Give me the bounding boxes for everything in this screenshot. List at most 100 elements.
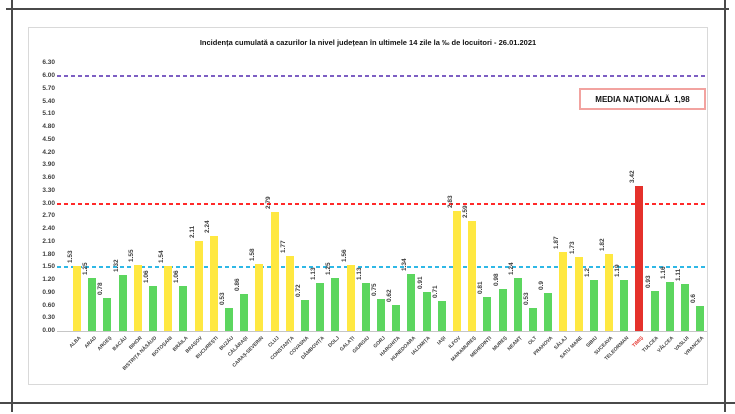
x-axis-label-BACĂU: BACĂU [111, 335, 129, 353]
bar-value-label: 1.2 [583, 267, 591, 277]
bar-value-label: 1.87 [553, 235, 561, 249]
y-axis-tick-label: 2.70 [42, 212, 55, 220]
bar-IAȘI [437, 300, 446, 331]
bar-value-label: 1.13 [310, 267, 318, 280]
x-axis-label-MUREȘ: MUREȘ [491, 335, 509, 353]
bar-CONSTANȚA [285, 255, 294, 331]
y-axis-tick-label: 3.90 [42, 161, 55, 169]
bar-value-label: 1.58 [249, 248, 257, 261]
bar-CARAȘ-SEVERIN [255, 263, 264, 331]
bar-value-label: 0.6 [690, 293, 698, 303]
y-axis-tick-label: 4.80 [42, 123, 55, 130]
bar-MARAMUREȘ [468, 220, 477, 331]
bar-TELEORMAN [620, 280, 629, 331]
bar-value-label: 0.81 [477, 280, 485, 294]
y-axis-tick-label: 3.30 [42, 186, 55, 194]
bar-value-label: 1.32 [112, 259, 120, 272]
bar-value-label: 2.83 [447, 195, 454, 208]
y-axis-tick-label: 1.20 [42, 276, 55, 283]
bar-BRAȘOV [194, 241, 203, 331]
bar-value-label: 1.11 [675, 268, 682, 281]
bar-MEHEDINȚI [483, 296, 492, 331]
y-axis-tick-label: 0.30 [42, 314, 55, 322]
y-axis-tick-label: 3.60 [42, 174, 55, 181]
bar-value-label: 1.77 [279, 240, 287, 253]
bar-BUZĂU [225, 308, 233, 331]
bar-value-label: 1.82 [599, 237, 606, 251]
bar-value-label: 2.11 [188, 226, 196, 239]
y-axis-tick-label: 2.10 [42, 237, 55, 245]
bar-BIHOR [133, 265, 142, 331]
bar-TULCEA [650, 291, 659, 331]
bar-BOTOȘANI [164, 265, 173, 331]
bar-BACĂU [118, 274, 127, 331]
bar-VASLUI [681, 283, 689, 331]
y-axis-tick-label: 5.10 [42, 110, 55, 118]
bar-CLUJ [270, 212, 279, 331]
bar-value-label: 2.79 [264, 196, 272, 210]
bar-TIMIȘ [635, 185, 644, 331]
bar-VRANCEA [696, 305, 705, 331]
red-zone-threshold-line [57, 202, 707, 205]
x-axis-label-ARGEȘ: ARGEȘ [96, 335, 113, 353]
y-axis-tick-label: 5.40 [42, 97, 55, 105]
bar-value-label: 0.53 [219, 292, 226, 306]
bar-value-label: 1.25 [82, 262, 90, 275]
bar-value-label: 2.59 [462, 205, 470, 218]
bar-COVASNA [301, 300, 309, 331]
bar-GALAȚI [346, 264, 355, 331]
bar-BRĂILA [179, 285, 188, 331]
y-axis-tick-label: 6.30 [42, 59, 55, 67]
national-average-value: 1,98 [674, 94, 690, 104]
bar-HUNEDOARA [407, 274, 416, 331]
bar-CĂLĂRAȘI [240, 294, 249, 331]
y-axis-tick-label: 0.00 [42, 327, 55, 334]
purple-threshold-line [57, 75, 707, 77]
chart-area: Incidența cumulată a cazurilor la nivel … [28, 27, 708, 385]
y-axis-tick-label: 1.50 [42, 263, 55, 271]
bar-BISTRIȚA NĂSĂUD [149, 285, 157, 331]
bar-SUCEAVA [605, 253, 613, 331]
bar-SIBIU [589, 280, 598, 331]
y-axis-tick-label: 0.90 [42, 288, 55, 296]
bar-ALBA [73, 265, 81, 331]
bar-value-label: 1.73 [568, 241, 576, 255]
bar-OLT [529, 308, 537, 331]
bar-value-label: 1.34 [401, 258, 409, 272]
bar-value-label: 0.72 [295, 284, 302, 298]
bar-value-label: 1.06 [143, 270, 150, 283]
bar-NEAMȚ [513, 278, 522, 331]
bar-value-label: 1.54 [158, 249, 166, 263]
bar-IALOMIȚA [422, 292, 431, 331]
bar-value-label: 1.06 [173, 270, 181, 283]
bar-value-label: 0.98 [492, 273, 500, 287]
bar-value-label: 1.25 [325, 262, 333, 275]
bar-DOLJ [331, 277, 340, 331]
bar-SATU MARE [574, 257, 583, 331]
x-axis-label-ALBA: ALBA [68, 335, 83, 350]
bar-value-label: 1.56 [340, 249, 348, 262]
bar-value-label: 0.91 [416, 276, 424, 290]
chart-title: Incidența cumulată a cazurilor la nivel … [199, 38, 537, 47]
y-axis-tick-label: 5.70 [42, 84, 55, 92]
national-average-box: MEDIA NAȚIONALĂ 1,98 [579, 88, 706, 110]
bar-value-label: 1.16 [659, 266, 667, 279]
yellow-zone-threshold-line [57, 266, 707, 269]
x-axis-label-CARAȘ-SEVERIN: CARAȘ-SEVERIN [231, 335, 265, 369]
y-axis-tick-label: 0.60 [42, 301, 55, 309]
x-axis-line [57, 331, 707, 332]
bar-SĂLAJ [559, 251, 568, 331]
page-border-bottom [0, 402, 735, 404]
bar-value-label: 1.53 [67, 250, 74, 263]
x-axis-label-NEAMȚ: NEAMȚ [506, 335, 524, 353]
bar-PRAHOVA [544, 292, 553, 331]
bar-value-label: 0.71 [431, 285, 439, 298]
x-axis-label-OLT: OLT [527, 335, 539, 347]
bar-value-label: 1.55 [127, 249, 135, 263]
y-axis-tick-label: 2.40 [42, 225, 55, 232]
bar-VÂLCEA [665, 281, 674, 331]
bar-value-label: 3.42 [629, 169, 637, 183]
bar-ARAD [88, 277, 97, 331]
bar-value-label: 2.24 [203, 220, 211, 233]
bar-DÂMBOVIȚA [316, 282, 325, 331]
